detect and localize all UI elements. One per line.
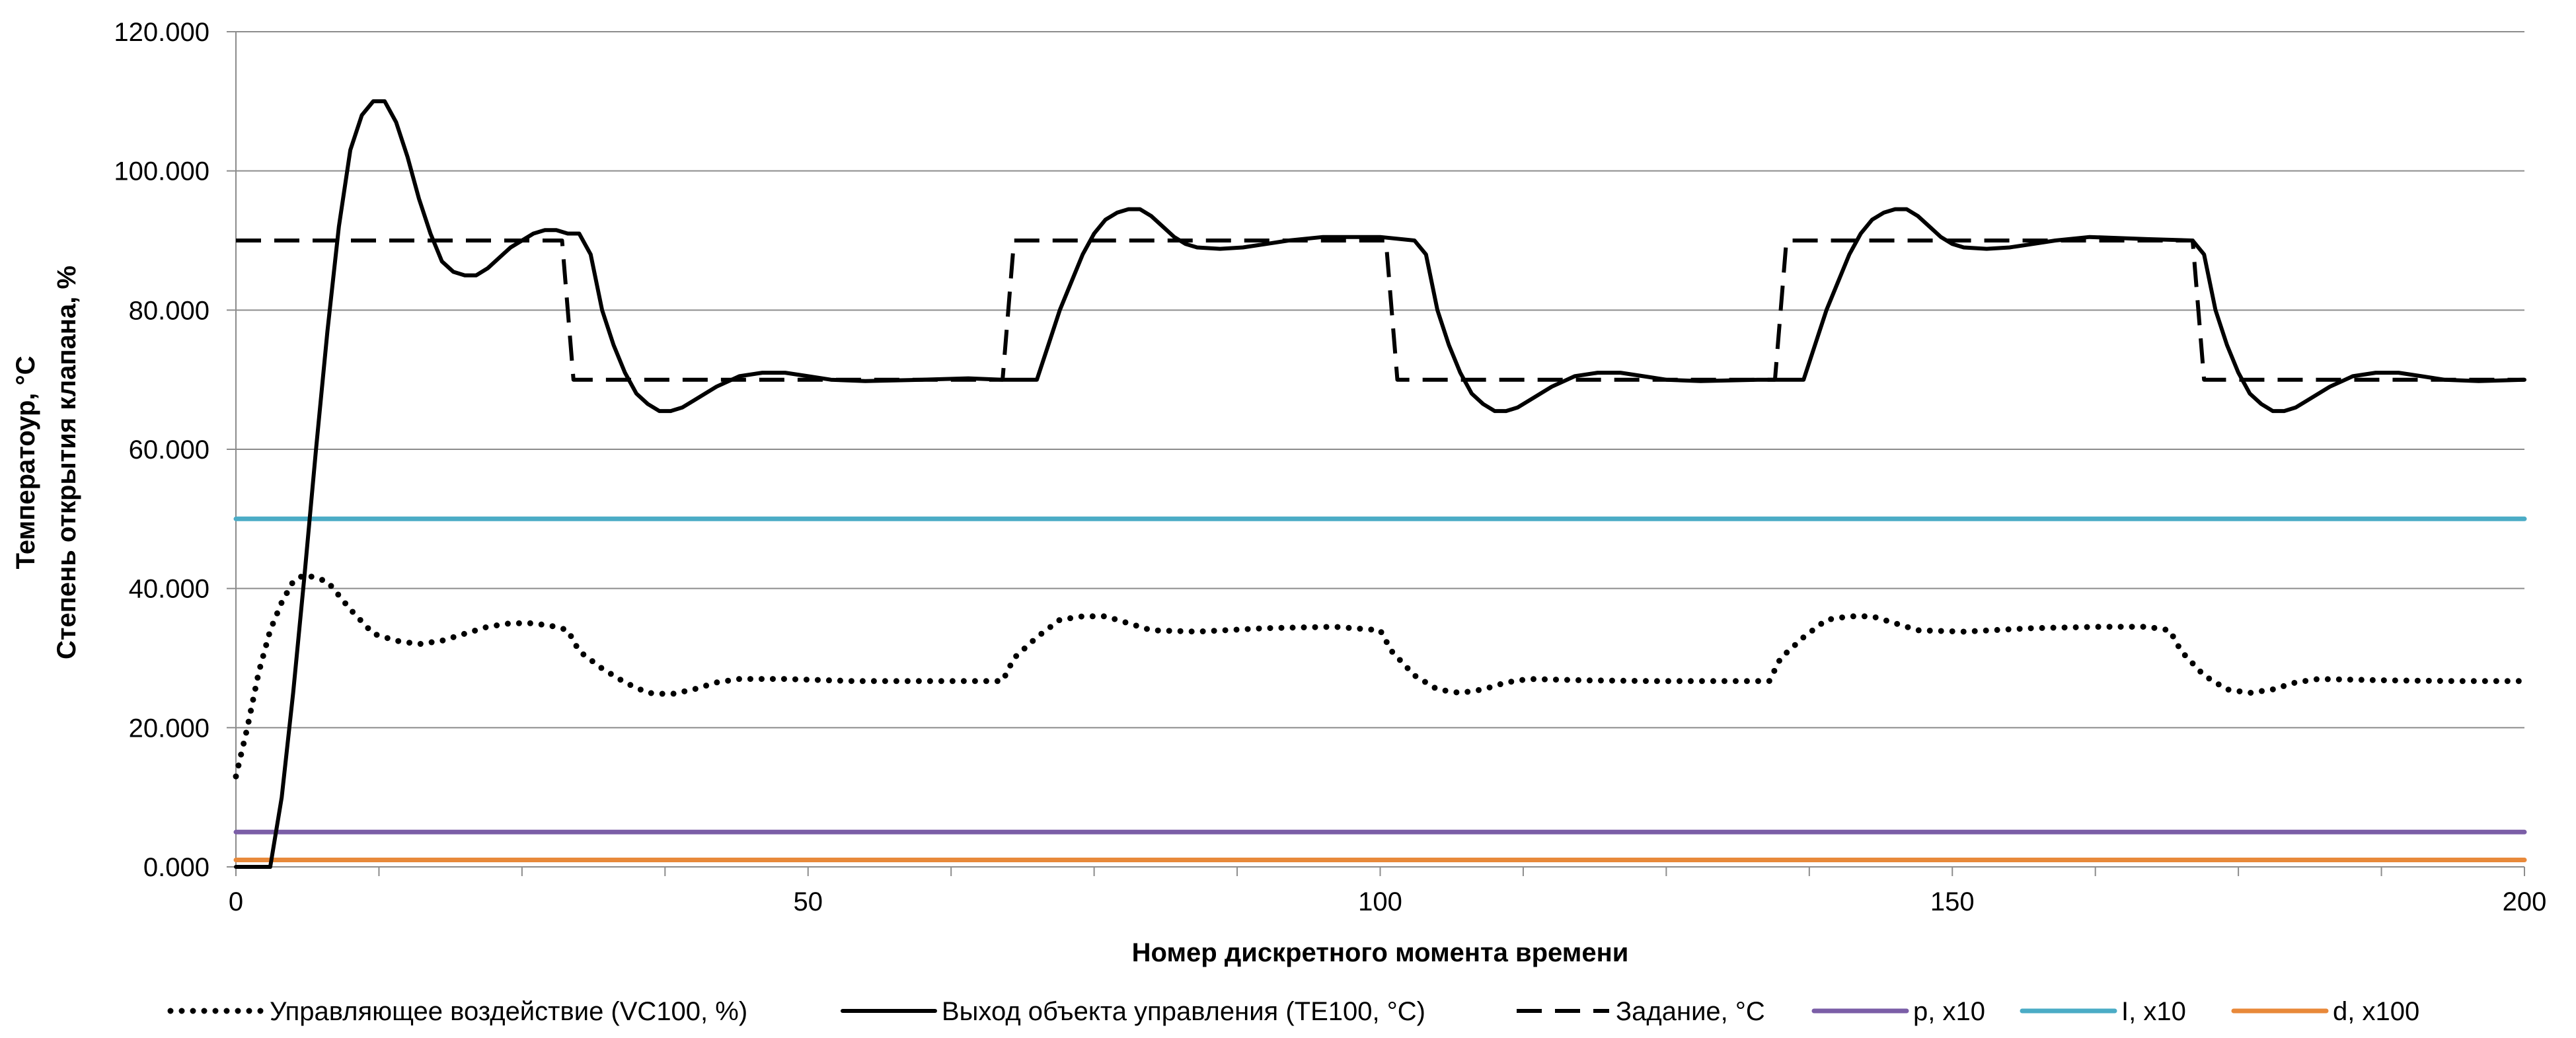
- chart-axes: [227, 31, 2525, 876]
- x-tick-label: 150: [1930, 887, 1975, 916]
- y-tick-label: 80.000: [129, 296, 209, 325]
- series-line-2: [236, 239, 2524, 382]
- y-tick-label: 20.000: [129, 714, 209, 743]
- y-axis-title-line: Степень открытия клапана, %: [52, 266, 81, 659]
- series-line-0: [233, 572, 2528, 780]
- legend-label-1: Выход объекта управления (TE100, °С): [942, 997, 1425, 1026]
- legend-label-5: d, x100: [2333, 997, 2419, 1026]
- series-line-1: [234, 99, 2526, 869]
- y-tick-label: 0.000: [143, 853, 209, 882]
- x-axis-title: Номер дискретного момента времени: [1132, 938, 1629, 967]
- y-tick-label: 40.000: [129, 575, 209, 604]
- legend-label-4: I, x10: [2121, 997, 2186, 1026]
- chart-grid: [236, 31, 2524, 729]
- chart-labels: 0.000 20.000 40.000 60.000 80.000 100.000 120.…: [11, 18, 2546, 967]
- x-tick-label: 100: [1358, 887, 1402, 916]
- x-tick-label: 200: [2503, 887, 2547, 916]
- y-tick-label: 100.000: [114, 157, 209, 186]
- y-axis-title-line: Температоур, °С: [11, 355, 40, 569]
- x-tick-label: 50: [794, 887, 823, 916]
- y-tick-label: 60.000: [129, 435, 209, 464]
- legend-label-3: p, x10: [1913, 997, 1985, 1026]
- y-tick-label: 120.000: [114, 18, 209, 47]
- legend-label-0: Управляющее воздействие (VC100, %): [270, 997, 747, 1026]
- chart-series: [233, 99, 2528, 869]
- legend-label-2: Задание, °С: [1616, 997, 1765, 1026]
- chart-legend: Управляющее воздействие (VC100, %) Выход …: [167, 997, 2419, 1026]
- x-tick-label: 0: [229, 887, 243, 916]
